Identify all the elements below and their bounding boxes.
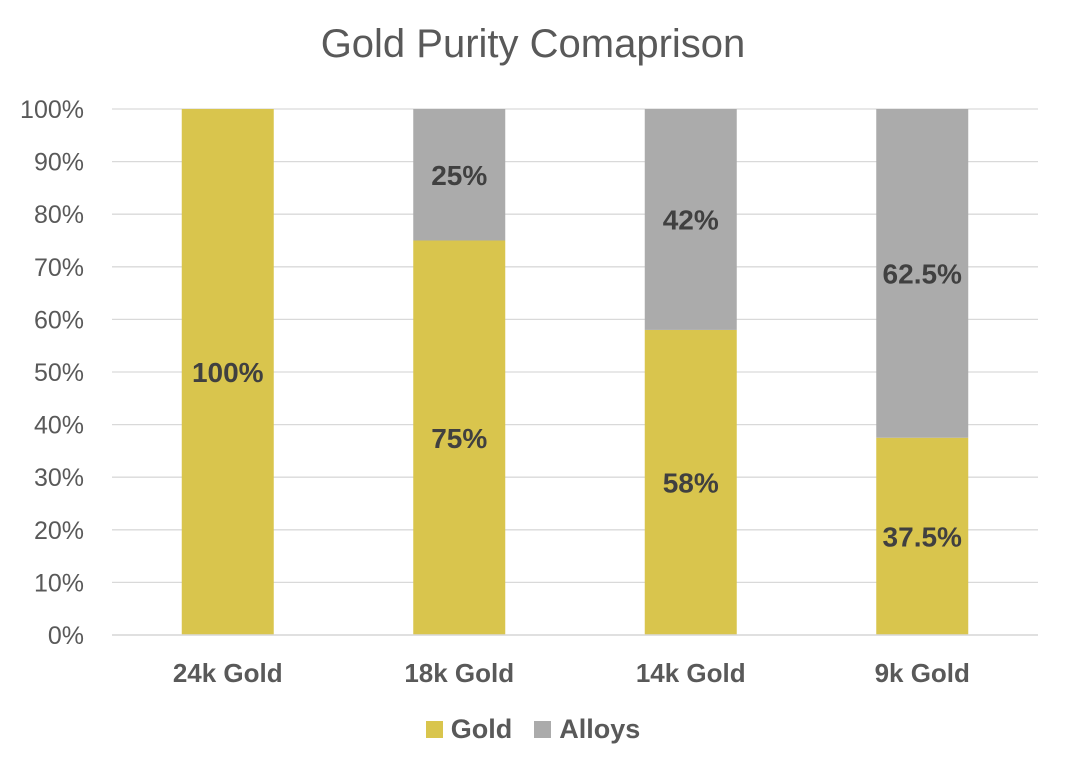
data-label: 75% — [431, 423, 487, 454]
x-tick-label: 24k Gold — [173, 658, 283, 688]
data-label: 58% — [663, 467, 719, 498]
legend-swatch-alloys — [534, 721, 552, 738]
legend: Gold Alloys — [0, 714, 1066, 745]
bar-alloys — [413, 109, 506, 241]
data-label: 25% — [431, 160, 487, 191]
data-label: 42% — [663, 204, 719, 235]
y-tick-label: 70% — [34, 254, 84, 282]
y-tick-label: 10% — [34, 569, 84, 597]
bars — [181, 109, 969, 635]
y-tick-label: 90% — [34, 149, 84, 177]
data-label: 37.5% — [883, 521, 962, 552]
y-tick-label: 20% — [34, 517, 84, 545]
y-tick-label: 100% — [20, 96, 84, 124]
bar-gold — [876, 437, 969, 635]
legend-item-alloys: Alloys — [534, 714, 640, 745]
legend-item-gold: Gold — [425, 714, 513, 745]
data-label: 100% — [192, 357, 264, 388]
bar-gold — [413, 240, 506, 635]
y-tick-label: 0% — [48, 622, 84, 650]
x-tick-label: 18k Gold — [404, 658, 514, 688]
data-label: 62.5% — [883, 258, 962, 289]
chart-title: Gold Purity Comaprison — [320, 22, 746, 66]
bar-gold — [644, 329, 737, 635]
legend-label-alloys: Alloys — [559, 714, 641, 744]
bar-gold — [181, 109, 274, 635]
y-tick-label: 80% — [34, 201, 84, 229]
x-axis: 24k Gold 18k Gold 14k Gold 9k Gold — [112, 634, 1038, 688]
y-tick-label: 60% — [34, 306, 84, 334]
data-labels: 100% 75% 25% 58% 42% 37.5% 62.5% — [192, 160, 962, 553]
y-tick-label: 30% — [34, 464, 84, 492]
y-axis: 0% 10% 20% 30% 40% 50% 60% 70% 80% 90% 100% — [20, 96, 84, 650]
y-tick-label: 50% — [34, 359, 84, 387]
y-tick-label: 40% — [34, 412, 84, 440]
bar-alloys — [644, 109, 737, 330]
x-tick-label: 14k Gold — [636, 658, 746, 688]
legend-label-gold: Gold — [450, 714, 513, 744]
legend-swatch-gold — [425, 721, 443, 738]
x-tick-label: 9k Gold — [875, 658, 970, 688]
bar-alloys — [876, 109, 969, 438]
